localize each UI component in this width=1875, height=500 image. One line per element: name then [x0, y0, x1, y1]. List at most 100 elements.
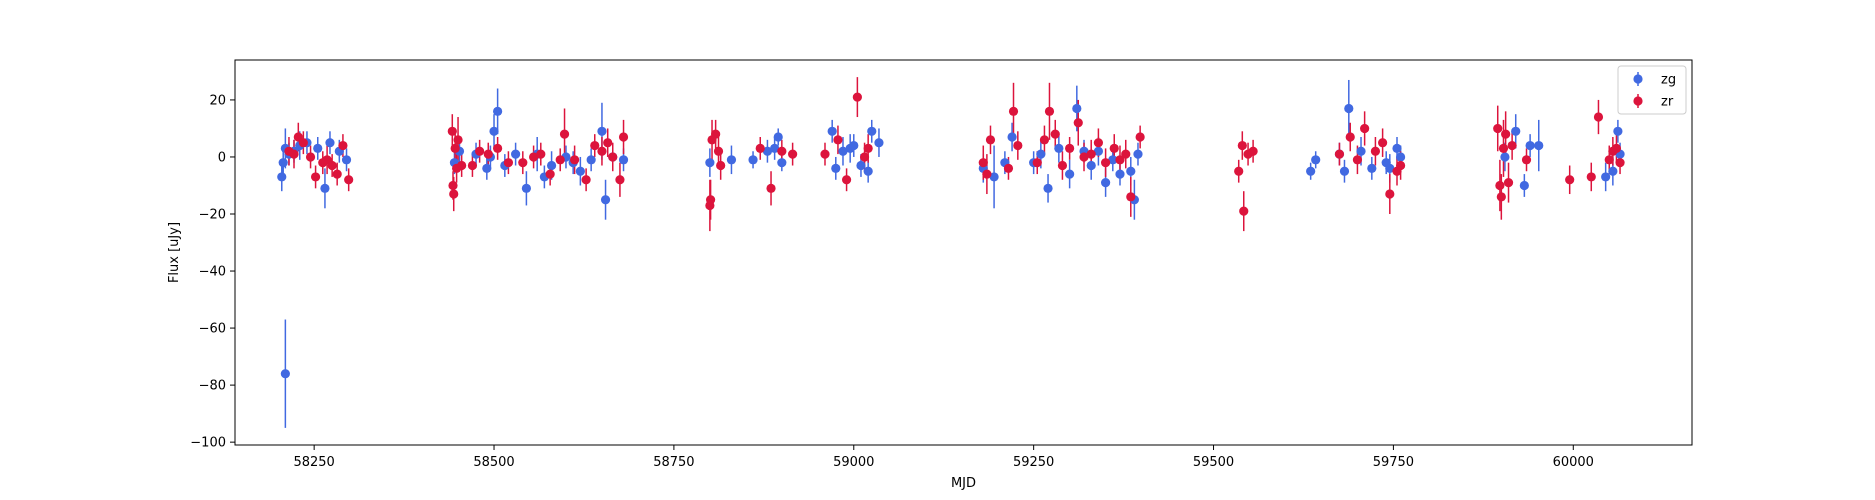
point-zg [726, 155, 737, 165]
x-tick-label: 59000 [833, 455, 874, 470]
data-markers [277, 92, 1625, 379]
x-tick-label: 59500 [1193, 455, 1234, 470]
point-zr [1032, 158, 1042, 168]
y-tick-label: −40 [199, 265, 226, 280]
point-zg [586, 155, 596, 165]
plot-area [234, 59, 1693, 446]
point-zg [989, 172, 999, 182]
point-zr [545, 169, 555, 179]
point-zg [1344, 103, 1354, 114]
point-zg [1054, 143, 1064, 154]
point-zr [449, 189, 459, 199]
point-zg [489, 126, 499, 136]
point-zr [788, 149, 798, 159]
point-zr [1385, 189, 1395, 199]
point-zg [546, 160, 557, 171]
y-tick-label: 0 [218, 150, 226, 165]
point-zr [1003, 163, 1014, 173]
point-zr [1109, 143, 1119, 154]
point-zr [713, 146, 724, 156]
plot-frame [234, 59, 1693, 446]
point-zg [1311, 155, 1321, 165]
point-zr [1237, 140, 1247, 151]
x-axis: 58250 58500 58750 59000 59250 59500 59750 60000 [293, 445, 1594, 470]
point-zg [600, 195, 611, 205]
point-zg [1385, 163, 1395, 173]
point-zg [1613, 126, 1623, 136]
point-zg [827, 126, 837, 136]
point-zr [590, 140, 600, 151]
y-tick-label: −60 [199, 322, 226, 337]
x-tick-label: 58250 [293, 455, 334, 470]
point-zr [1495, 180, 1505, 191]
point-zg [280, 369, 290, 379]
y-axis: −100 −80 −60 −40 −20 0 20 [190, 93, 235, 451]
point-zg [1339, 166, 1350, 176]
x-tick-label: 58750 [653, 455, 694, 470]
y-tick-label: −80 [199, 379, 226, 394]
point-zr [833, 135, 843, 145]
point-zr [467, 160, 478, 171]
point-zg [1101, 178, 1111, 188]
point-zr [1057, 160, 1068, 171]
point-zr [1493, 123, 1503, 134]
point-zg [1065, 169, 1075, 179]
point-zr [1093, 138, 1104, 148]
point-zr [755, 143, 765, 154]
point-zr [1498, 143, 1509, 154]
point-zr [503, 158, 514, 168]
error-bars [281, 77, 1621, 428]
legend-entry-zr: zr [1633, 94, 1674, 110]
point-zg [313, 143, 323, 154]
point-zg [1115, 169, 1125, 179]
point-zr [332, 169, 342, 179]
point-zg [1511, 126, 1521, 136]
legend-label-zr: zr [1661, 95, 1674, 110]
point-zr [1065, 143, 1075, 154]
y-tick-label: −100 [190, 436, 226, 451]
point-zr [581, 175, 591, 185]
point-zr [597, 146, 607, 156]
point-zr [447, 126, 457, 136]
point-zg [1519, 180, 1529, 191]
point-zr [327, 160, 337, 171]
point-zg [1072, 103, 1082, 114]
point-zr [1126, 192, 1136, 202]
point-zr [985, 135, 996, 145]
point-zg [1396, 152, 1406, 162]
legend-marker-zr [1633, 96, 1643, 106]
point-zr [1360, 123, 1370, 134]
point-zr [338, 140, 348, 151]
legend-marker-zg [1633, 74, 1643, 84]
point-zr [1121, 149, 1131, 159]
point-zg [874, 138, 884, 148]
point-zg [325, 138, 335, 148]
point-zg [773, 132, 783, 142]
y-axis-label: Flux [uJy] [167, 222, 182, 283]
point-zg [1133, 149, 1143, 159]
point-zr [859, 152, 870, 162]
point-zg [482, 163, 492, 173]
point-zr [1239, 206, 1249, 216]
point-zr [310, 172, 321, 182]
point-zr [1496, 192, 1506, 202]
point-zg [762, 146, 773, 156]
point-zg [597, 126, 607, 136]
x-tick-label: 60000 [1553, 455, 1594, 470]
point-zg [1086, 160, 1096, 171]
point-zr [716, 160, 726, 171]
y-tick-label: 20 [209, 93, 226, 108]
point-zr [1503, 178, 1514, 188]
point-zr [1086, 149, 1096, 159]
point-zg [278, 158, 288, 168]
point-zg [849, 140, 859, 151]
point-zr [852, 92, 862, 102]
point-zg [777, 158, 787, 168]
point-zg [521, 183, 532, 193]
point-zg [1392, 143, 1402, 154]
point-zr [1073, 118, 1083, 128]
point-zg [705, 158, 715, 168]
point-zr [1604, 155, 1614, 165]
point-zg [575, 166, 585, 176]
